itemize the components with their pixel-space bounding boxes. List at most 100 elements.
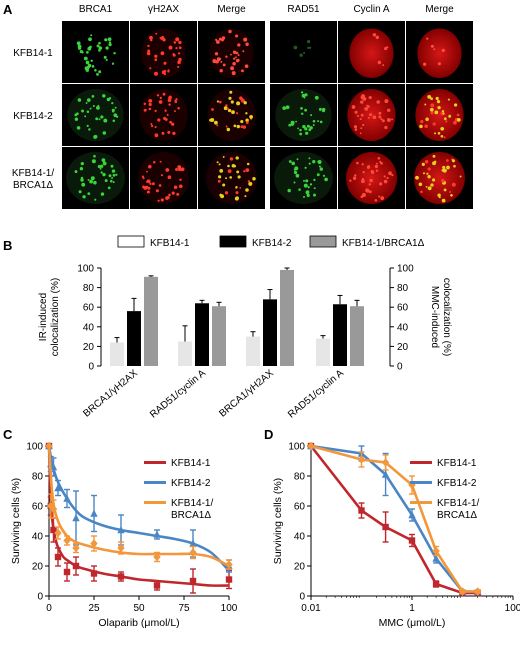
nuclear-focus [146,51,151,56]
nuclear-focus [148,99,153,103]
y-tick-label: 80 [83,283,95,294]
nuclear-focus [312,124,315,126]
nuclear-focus [107,186,111,190]
nuclear-focus [103,55,107,59]
nuclear-focus [180,167,185,172]
panel-c: C 0 20 40 60 80 100 0 25 50 75 100 Olaparib (μmol/L)… [3,427,238,629]
nuclear-focus [220,194,225,199]
nuclear-focus [77,44,82,49]
nuclear-focus [415,175,419,180]
nuclear-focus [317,120,320,123]
nuclear-focus [296,158,299,161]
nuclear-focus [359,118,362,121]
nuclear-focus [287,188,291,193]
x-tick-label: 1 [409,603,415,614]
nuclear-focus [80,176,84,180]
legend-label: KFB14-1/ [171,498,213,509]
nuclear-focus [218,37,222,41]
nuclear-focus [383,175,386,178]
legend-label: KFB14-1/BRCA1Δ [342,238,425,249]
nuclear-focus [115,173,118,176]
nuclear-focus [77,98,82,102]
nuclear-focus [88,37,92,42]
nuclear-focus [375,162,378,165]
y-tick-label: 100 [397,264,414,275]
nuclear-focus [161,131,165,135]
nuclear-focus [239,96,243,100]
nuclear-focus [90,176,95,181]
nuclear-focus [430,111,434,115]
data-point [189,577,197,585]
nuclear-focus [240,98,245,103]
nuclear-focus [162,38,166,42]
nuclear-focus [356,161,359,165]
y-tick-label: 0 [299,592,305,603]
nuclear-focus [306,39,311,44]
nuclear-focus [158,100,163,104]
nuclear-focus [175,46,178,50]
nuclear-focus [352,176,357,180]
data-point [54,553,62,561]
nuclear-focus [237,43,241,47]
data-point [474,587,482,596]
y-tick-label: 40 [83,322,95,333]
nuclear-focus [232,50,237,55]
nuclear-focus [239,186,242,189]
nuclear-focus [374,199,378,202]
nuclear-focus [243,37,248,42]
nuclear-focus [418,182,423,187]
legend-label: KFB14-2 [252,238,292,249]
nuclear-focus [380,118,383,121]
nuclear-focus [151,182,155,186]
series [45,442,233,594]
nuclear-focus [173,185,178,190]
nuclear-focus [177,65,180,68]
nuclear-focus [90,34,93,37]
nuclear-focus [108,42,112,47]
nuclear-focus [427,95,432,99]
nuclear-focus [227,108,232,113]
nuclear-focus [309,126,313,130]
nuclear-focus [375,169,379,172]
data-point [45,441,53,451]
nuclear-focus [160,51,165,56]
nuclear-focus [85,102,88,104]
cytoplasm [67,88,124,142]
nuclear-focus [316,173,320,177]
legend-entry: KFB14-1 [144,458,211,469]
panel-d: D 0 20 40 60 80 100 0.01 1 100 MMC (μmol/L) Survivi… [264,427,520,629]
nuclear-focus [112,173,116,177]
nuclear-focus [367,116,370,119]
data-point [358,507,365,514]
nuclear-focus [150,124,154,128]
legend-label: BRCA1Δ [171,510,211,521]
nuclear-focus [312,160,316,164]
nuclear-focus [175,37,180,42]
y-tick-label: 60 [32,502,44,513]
nuclear-focus [319,167,323,171]
data-point [54,528,62,538]
bar [195,303,209,366]
bar [333,304,347,366]
nuclear-focus [100,171,103,174]
nuclear-focus [86,51,89,54]
x-tick-label: 0.01 [301,603,321,614]
nuclear-focus [432,122,436,126]
nuclear-focus [310,114,313,117]
nuclear-focus [86,110,90,114]
nuclear-focus [386,108,391,113]
y-tick-label: 60 [83,303,95,314]
data-point [189,548,197,557]
nuclear-focus [437,193,441,197]
nuclear-focus [215,38,218,42]
nuclear-focus [305,190,309,195]
nuclear-focus [246,162,250,166]
nuclear-focus [96,73,99,76]
legend-label: KFB14-1 [171,458,211,469]
legend-entry: KFB14-1 [410,458,477,469]
nuclear-focus [217,175,222,179]
nuclear-focus [313,193,316,197]
nuclear-focus [442,168,447,173]
nuclear-focus [443,188,447,192]
nuclear-focus [366,104,369,107]
